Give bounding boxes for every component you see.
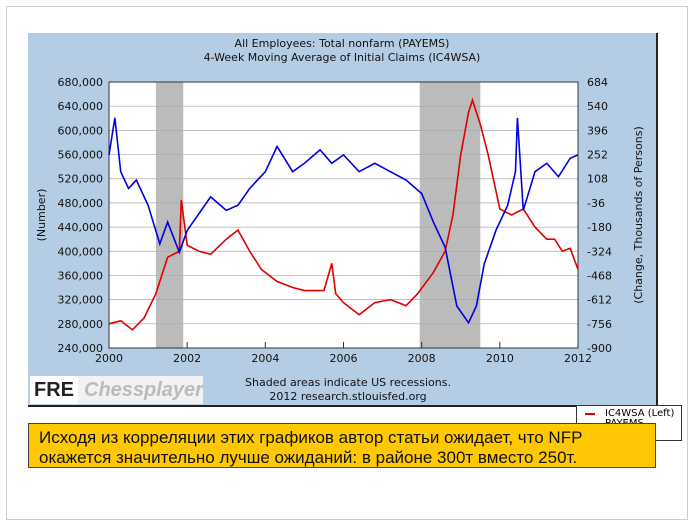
y-axis-label-right: (Change, Thousands of Persons) — [632, 126, 645, 304]
frame — [6, 6, 688, 520]
chart-title: All Employees: Total nonfarm (PAYEMS) — [235, 37, 450, 50]
y-tick-left: 400,000 — [58, 245, 104, 258]
y-tick-left: 480,000 — [58, 197, 104, 210]
recession-note: Shaded areas indicate US recessions. — [245, 376, 451, 389]
plot-border — [108, 81, 579, 349]
x-tick: 2008 — [408, 352, 436, 365]
y-tick-right: -756 — [587, 318, 612, 331]
y-tick-right: -468 — [587, 269, 612, 282]
x-tick: 2002 — [173, 352, 201, 365]
fred-logo: FRE Chessplayer — [30, 376, 203, 404]
y-tick-left: 440,000 — [58, 221, 104, 234]
chart: 240,000 280,000 320,000 360,000 400,000 440,0… — [35, 37, 645, 403]
source-note: 2012 research.stlouisfed.org — [269, 390, 426, 403]
y-tick-left: 280,000 — [58, 318, 104, 331]
y-tick-left: 520,000 — [58, 173, 104, 186]
y-tick-right: -180 — [587, 221, 612, 234]
y-tick-right: -612 — [587, 294, 612, 307]
x-tick: 2006 — [330, 352, 358, 365]
chart-panel: 240,000 280,000 320,000 360,000 400,000 440,0… — [28, 33, 682, 441]
y-tick-right: 108 — [587, 173, 608, 186]
y-tick-left: 560,000 — [58, 149, 104, 162]
y-tick-left: 360,000 — [58, 269, 104, 282]
x-tick: 2012 — [564, 352, 592, 365]
y-tick-left: 320,000 — [58, 294, 104, 307]
x-tick: 2000 — [95, 352, 123, 365]
y-tick-left: 240,000 — [58, 342, 104, 355]
recession-shade — [419, 82, 481, 348]
y-tick-left: 640,000 — [58, 100, 104, 113]
series-line-payems — [108, 117, 579, 325]
y-tick-right: 540 — [587, 100, 608, 113]
y-tick-right: -324 — [587, 245, 612, 258]
y-tick-right: -36 — [587, 197, 605, 210]
series-line-ic4wsa — [108, 97, 579, 331]
y-tick-right: 396 — [587, 124, 608, 137]
y-tick-right: 684 — [587, 76, 608, 89]
x-tick: 2010 — [486, 352, 514, 365]
y-tick-left: 600,000 — [58, 124, 104, 137]
annotation-note: Исходя из корреляции этих графиков автор… — [28, 423, 656, 468]
recession-shade — [155, 82, 184, 348]
chart-subtitle: 4-Week Moving Average of Initial Claims … — [204, 51, 481, 64]
y-tick-left: 680,000 — [58, 76, 104, 89]
legend-item-ic4wsa: IC4WSA (Left) — [577, 406, 681, 421]
y-tick-right: 252 — [587, 149, 608, 162]
x-tick: 2004 — [251, 352, 279, 365]
y-axis-label-left: (Number) — [35, 189, 48, 242]
y-tick-right: -900 — [587, 342, 612, 355]
